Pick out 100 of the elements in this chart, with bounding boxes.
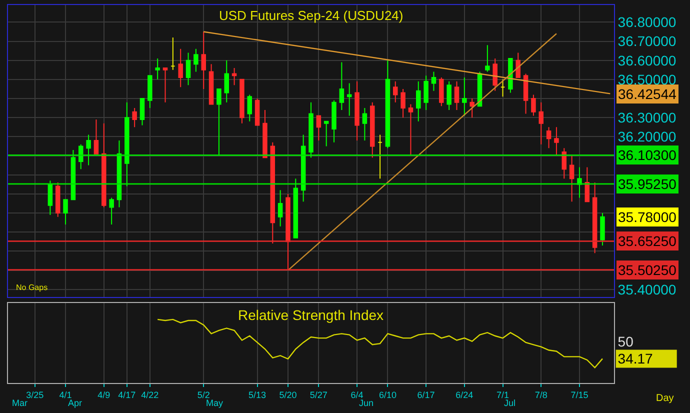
y-tick-label: 36.50000 <box>618 71 676 88</box>
candlestick <box>170 36 176 70</box>
text: Jul <box>504 398 516 408</box>
candlestick <box>132 108 137 128</box>
candlestick <box>293 178 298 238</box>
candlestick <box>332 100 336 143</box>
y-tick-label: 34.17 <box>618 350 654 367</box>
chart-title: Relative Strength Index <box>238 307 384 323</box>
candlestick <box>416 80 421 122</box>
candlestick <box>178 48 183 88</box>
y-tick-label: 36.30000 <box>618 110 676 126</box>
candlestick <box>116 140 122 208</box>
candlestick <box>224 60 229 103</box>
candlestick <box>78 144 84 170</box>
text: Apr <box>68 398 82 408</box>
candlestick <box>94 119 99 154</box>
text: Jun <box>359 398 374 408</box>
y-tick-label: 50 <box>618 333 634 350</box>
candlestick <box>86 134 91 166</box>
x-tick-label: 7/1 <box>496 390 510 400</box>
candlestick <box>247 94 252 122</box>
candlestick <box>109 197 114 225</box>
candlestick <box>232 67 237 86</box>
candlestick <box>186 52 191 86</box>
candlestick <box>346 82 352 116</box>
candlestick <box>523 73 528 114</box>
candlestick <box>324 120 329 147</box>
candlestick <box>554 126 559 156</box>
text: May <box>206 398 224 408</box>
x-tick-label: 4/1 <box>59 390 72 400</box>
candlestick <box>562 148 567 180</box>
x-tick-label: 5/2 <box>197 390 210 400</box>
x-tick-label: 7/15 <box>570 390 588 400</box>
candlestick <box>370 102 375 158</box>
candlestick <box>393 80 398 103</box>
annotation: No Gaps <box>16 283 48 292</box>
candlestick <box>140 98 145 126</box>
candlestick <box>362 108 368 141</box>
x-tick-label: 6/17 <box>417 390 435 400</box>
candlestick <box>470 98 474 118</box>
candlestick <box>577 166 582 198</box>
candlestick <box>308 102 314 158</box>
ref-line-label: 35.95250 <box>618 176 677 192</box>
x-tick-label: 4/17 <box>118 390 136 400</box>
candlestick <box>162 67 168 103</box>
x-tick-label: 3/25 <box>26 390 44 400</box>
candlestick <box>500 78 506 98</box>
candlestick <box>208 64 214 105</box>
candlestick <box>454 80 460 110</box>
candlestick <box>446 80 452 110</box>
candlestick <box>240 78 244 124</box>
candlestick <box>300 134 306 202</box>
text: Mar <box>12 398 28 408</box>
x-tick-label: 6/10 <box>378 390 396 400</box>
candlestick <box>385 60 390 149</box>
candlestick <box>546 126 552 149</box>
candlestick <box>408 104 414 156</box>
candlestick <box>516 52 520 78</box>
x-tick-label: 4/22 <box>141 390 159 400</box>
candlestick <box>508 58 513 94</box>
x-tick-label: 5/20 <box>279 390 297 400</box>
y-tick-label: 36.20000 <box>618 128 676 145</box>
candlestick <box>339 62 344 110</box>
text: 35.78000 <box>618 209 676 225</box>
ref-line-label: 35.65250 <box>618 233 677 249</box>
y-tick-label: 36.60000 <box>618 52 676 68</box>
candlestick <box>286 193 290 271</box>
candlestick <box>600 212 605 246</box>
candlestick <box>485 44 490 72</box>
ref-line-label: 36.10300 <box>618 147 677 163</box>
candlestick <box>262 109 268 158</box>
candlestick <box>439 77 444 107</box>
candlestick <box>354 80 360 141</box>
candlestick <box>584 166 590 202</box>
candlestick <box>70 150 76 200</box>
candlestick <box>592 182 598 254</box>
candlestick <box>216 88 222 156</box>
x-tick-label: 4/9 <box>98 390 110 400</box>
chart-title: USD Futures Sep-24 (USDU24) <box>219 8 404 23</box>
x-tick-label: 5/13 <box>248 390 266 400</box>
x-tick-label: 7/8 <box>534 390 548 400</box>
candlestick <box>316 115 322 141</box>
candlestick <box>400 88 406 118</box>
data-label: 36.42544 <box>618 86 677 102</box>
candlestick <box>531 94 536 116</box>
candlestick <box>424 75 428 110</box>
candlestick <box>63 199 68 225</box>
x-tick-label: 6/4 <box>350 390 364 400</box>
y-tick-label: 35.40000 <box>618 281 676 298</box>
candlestick <box>569 155 574 202</box>
candlestick <box>148 75 152 109</box>
candlestick <box>124 102 130 187</box>
candlestick <box>278 190 283 227</box>
candlestick <box>55 182 60 218</box>
candlestick <box>48 180 53 216</box>
text: Day <box>656 393 674 404</box>
candlestick <box>538 102 544 145</box>
candlestick <box>378 134 382 180</box>
candlestick <box>254 98 260 126</box>
y-tick-label: 36.70000 <box>618 33 676 50</box>
